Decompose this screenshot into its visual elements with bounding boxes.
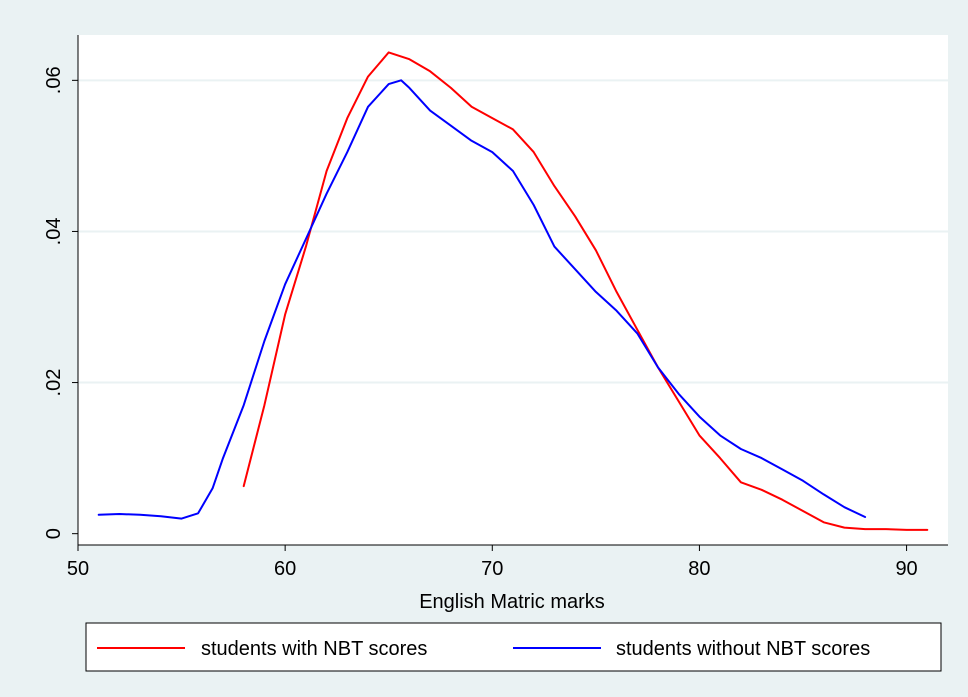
legend-label-without-nbt: students without NBT scores bbox=[616, 638, 870, 660]
x-tick-label: 60 bbox=[274, 558, 296, 580]
plot-area bbox=[78, 35, 948, 545]
x-axis-title: English Matric marks bbox=[419, 591, 605, 613]
series-line-with-nbt bbox=[242, 51, 929, 531]
x-axis-ticks: 50 60 70 80 90 bbox=[67, 545, 918, 580]
legend-box bbox=[85, 622, 942, 672]
gridlines bbox=[78, 79, 948, 384]
series-line-without-nbt bbox=[97, 79, 867, 520]
legend-label-with-nbt: students with NBT scores bbox=[201, 638, 427, 660]
y-tick-label: .06 bbox=[43, 66, 65, 94]
y-tick-label: 0 bbox=[43, 528, 65, 539]
y-tick-label: .04 bbox=[43, 218, 65, 246]
x-tick-label: 90 bbox=[895, 558, 917, 580]
series-lines bbox=[97, 51, 929, 531]
x-tick-label: 80 bbox=[688, 558, 710, 580]
y-tick-label: .02 bbox=[43, 369, 65, 397]
x-tick-label: 50 bbox=[67, 558, 89, 580]
y-axis-ticks: 0 .02 .04 .06 bbox=[43, 66, 78, 539]
x-tick-label: 70 bbox=[481, 558, 503, 580]
legend: students with NBT scores students withou… bbox=[85, 622, 942, 672]
